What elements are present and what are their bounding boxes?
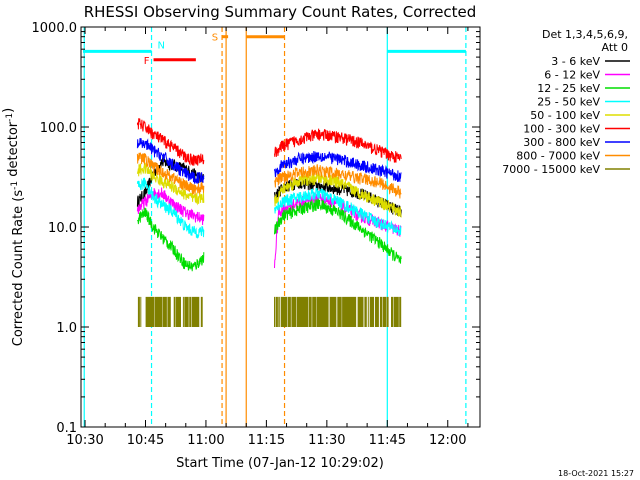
series-group — [136, 118, 402, 327]
footer-date: 18-Oct-2021 15:27 — [558, 469, 634, 478]
x-tick-label-1: 10:45 — [127, 433, 164, 448]
legend-label-6: 100 - 300 keV — [523, 123, 600, 136]
series-8-seg1 — [136, 152, 205, 196]
legend-header-detectors: Det 1,3,4,5,6,9, — [542, 28, 628, 41]
legend-label-4: 25 - 50 keV — [537, 96, 600, 109]
series-7-seg1 — [136, 138, 205, 185]
legend-label-9: 7000 - 15000 keV — [502, 163, 600, 176]
series-9-seg1 — [137, 296, 203, 327]
y-tick-label-1: 1.0 — [56, 321, 77, 336]
x-tick-label-3: 11:15 — [248, 433, 285, 448]
y-tick-label-3: 100.0 — [40, 121, 77, 136]
series-6-seg1 — [136, 118, 205, 166]
legend-label-5: 50 - 100 keV — [530, 109, 600, 122]
legend-label-8: 800 - 7000 keV — [516, 150, 600, 163]
series-8-seg2 — [274, 164, 402, 199]
x-tick-label-0: 10:30 — [66, 433, 103, 448]
y-tick-label-4: 1000.0 — [32, 21, 78, 36]
legend-label-7: 300 - 800 keV — [523, 136, 600, 149]
axes-group: 10:30 10:45 11:00 11:15 11:30 11:45 12:00 0.1 1.… — [32, 21, 480, 448]
series-5-seg2 — [274, 172, 402, 218]
series-6-seg2 — [274, 128, 402, 163]
x-tick-label-2: 11:00 — [187, 433, 224, 448]
legend-label-3: 12 - 25 keV — [537, 82, 600, 95]
series-1-seg1 — [136, 156, 205, 207]
series-3-seg2 — [274, 198, 402, 264]
series-3-seg1 — [136, 207, 205, 272]
flag-label-f: F — [144, 56, 150, 67]
series-4-seg2 — [274, 187, 402, 237]
x-axis-label: Start Time (07-Jan-12 10:29:02) — [176, 456, 384, 471]
series-9-seg2 — [274, 296, 402, 327]
x-tick-label-4: 11:30 — [308, 433, 345, 448]
x-tick-label-5: 11:45 — [369, 433, 406, 448]
legend-label-2: 6 - 12 keV — [544, 69, 600, 82]
series-5-seg1 — [136, 162, 205, 206]
y-axis-label: Corrected Count Rate (s-1 detector-1) — [1, 108, 26, 346]
series-4-seg1 — [136, 177, 205, 239]
flag-label-n: N — [158, 40, 165, 51]
series-7-seg2 — [274, 150, 402, 182]
flag-bars-group: FN S — [83, 33, 466, 67]
series-2-seg1 — [136, 187, 205, 226]
y-tick-label-0: 0.1 — [56, 421, 77, 436]
x-tick-label-6: 12:00 — [429, 433, 466, 448]
legend-header-attenuator: Att 0 — [602, 41, 628, 54]
chart-title: RHESSI Observing Summary Count Rates, Co… — [84, 3, 477, 21]
y-tick-label-2: 10.0 — [48, 221, 77, 236]
legend-label-1: 3 - 6 keV — [551, 55, 600, 68]
flag-label-s: S — [212, 33, 218, 44]
